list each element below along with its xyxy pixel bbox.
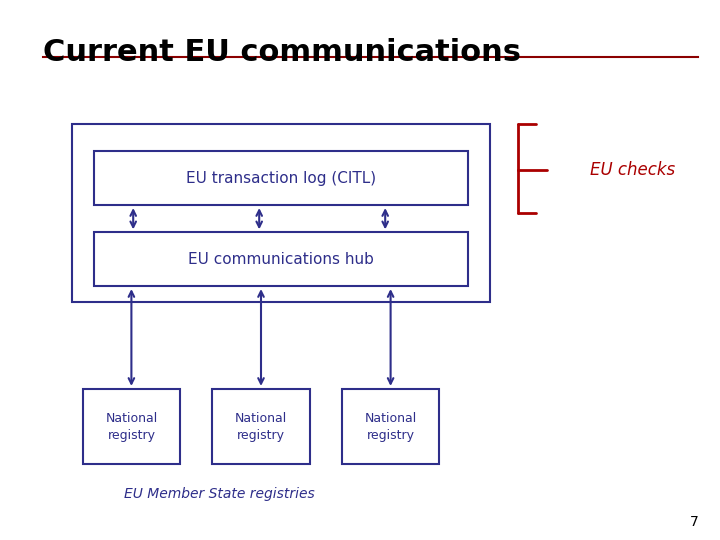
Text: National
registry: National registry — [364, 411, 417, 442]
Text: EU communications hub: EU communications hub — [188, 252, 374, 267]
Text: EU checks: EU checks — [590, 161, 675, 179]
Text: Current EU communications: Current EU communications — [43, 38, 521, 67]
Text: EU transaction log (CITL): EU transaction log (CITL) — [186, 171, 376, 186]
Text: 7: 7 — [690, 515, 698, 529]
Text: National
registry: National registry — [235, 411, 287, 442]
Text: National
registry: National registry — [105, 411, 158, 442]
Text: EU Member State registries: EU Member State registries — [125, 487, 315, 501]
